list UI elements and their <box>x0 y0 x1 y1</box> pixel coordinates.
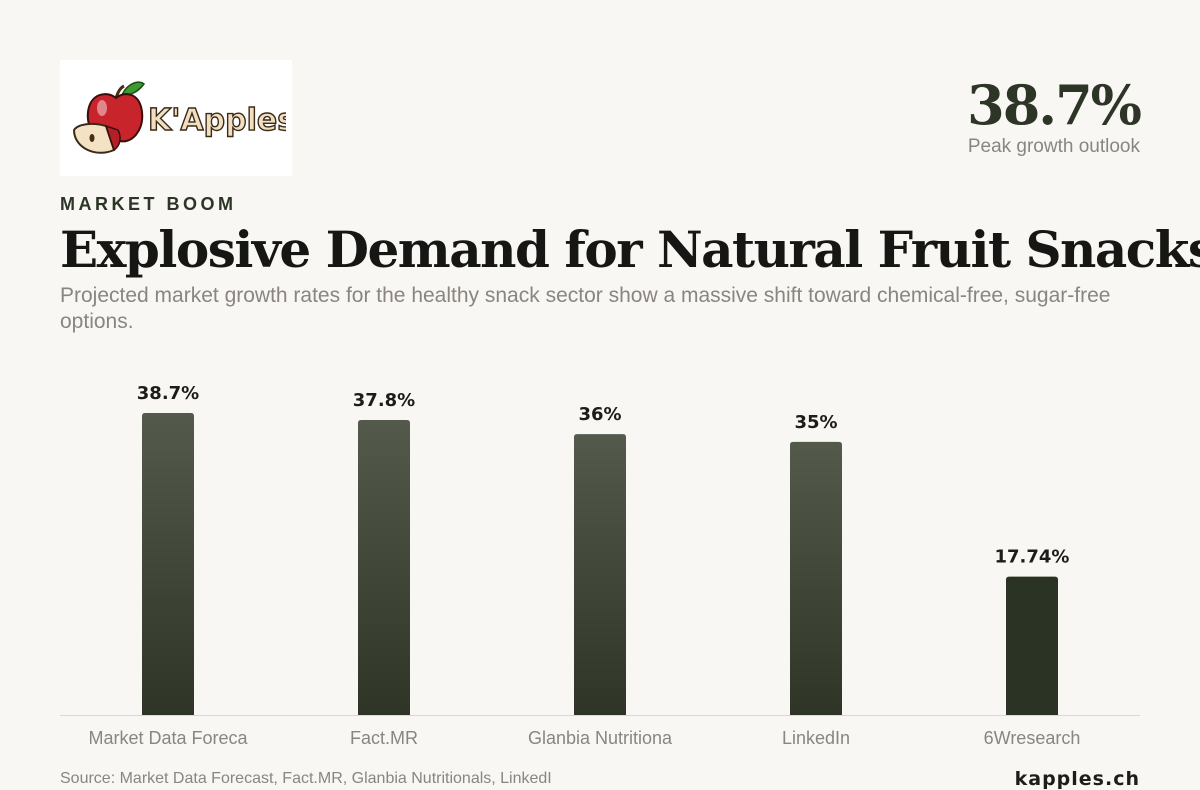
bar-3 <box>790 441 842 715</box>
category-label-1: Fact.MR <box>350 728 418 748</box>
website-label: kapples.ch <box>1014 768 1140 790</box>
page-subtitle: Projected market growth rates for the he… <box>60 284 1111 333</box>
category-label-2: Glanbia Nutritiona <box>528 728 673 748</box>
source-note: Source: Market Data Forecast, Fact.MR, G… <box>60 770 552 787</box>
category-label-4: 6Wresearch <box>984 728 1081 748</box>
bar-1 <box>358 420 410 715</box>
growth-bar-chart: 38.7% Market Data Foreca 37.8% Fact.MR 36% Gl… <box>60 383 1140 748</box>
section-eyebrow: MARKET BOOM <box>60 194 237 214</box>
value-label-4: 17.74% <box>995 547 1070 568</box>
apple-logo-icon: K'Apples <box>72 81 286 154</box>
page-title: Explosive Demand for Natural Fruit Snack… <box>60 220 1200 279</box>
value-label-0: 38.7% <box>137 383 199 404</box>
peak-growth-caption: Peak growth outlook <box>967 136 1140 157</box>
value-label-1: 37.8% <box>353 390 415 411</box>
brand-logo: K'Apples <box>60 60 292 176</box>
peak-growth-value: 38.7% <box>967 73 1142 137</box>
category-label-0: Market Data Foreca <box>88 728 248 748</box>
value-label-3: 35% <box>794 412 837 433</box>
bar-4 <box>1006 576 1058 715</box>
peak-growth-stat: 38.7% Peak growth outlook <box>967 73 1142 158</box>
bar-0 <box>142 413 194 715</box>
category-label-3: LinkedIn <box>782 728 850 748</box>
value-label-2: 36% <box>578 404 621 425</box>
bar-2 <box>574 434 626 715</box>
logo-wordmark: K'Apples <box>148 103 286 138</box>
